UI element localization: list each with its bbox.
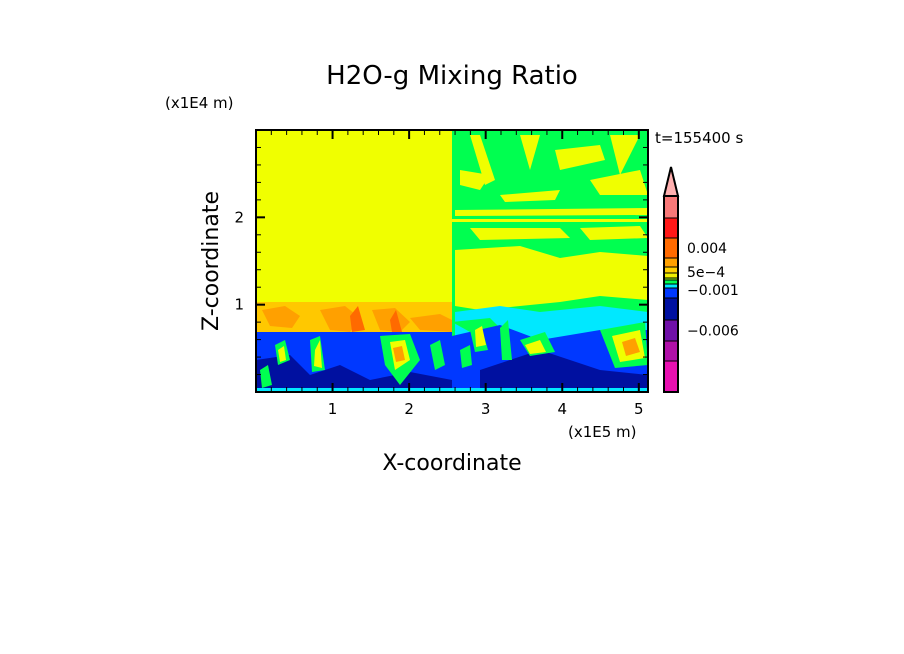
y-axis-label: Z-coordinate <box>199 191 224 331</box>
y-unit-label: (x1E4 m) <box>165 94 234 112</box>
x-tick-label: 3 <box>481 400 491 418</box>
colorbar-segment <box>663 266 679 274</box>
colorbar: 0.004 5e−4 −0.001 −0.006 <box>662 166 739 393</box>
y-tick-label: 2 <box>234 208 244 226</box>
y-tick-label: 1 <box>234 296 244 314</box>
x-tick-label: 1 <box>328 400 338 418</box>
plot-frame <box>255 129 649 393</box>
x-axis-label: X-coordinate <box>382 451 521 476</box>
colorbar-segment <box>663 283 679 289</box>
colorbar-segment <box>663 217 679 239</box>
colorbar-segment <box>663 297 679 321</box>
time-label: t=155400 s <box>655 129 743 147</box>
colorbar-label: 5e−4 <box>687 265 725 281</box>
colorbar-segment <box>663 287 679 299</box>
colorbar-segment <box>663 360 679 393</box>
colorbar-segment <box>663 340 679 362</box>
chart-title: H2O-g Mixing Ratio <box>326 61 578 91</box>
contour-field <box>256 130 648 392</box>
x-tick-label: 2 <box>404 400 414 418</box>
x-tick-label: 5 <box>634 400 644 418</box>
colorbar-segment <box>663 195 679 219</box>
colorbar-label: −0.001 <box>687 283 739 299</box>
x-tick-label: 4 <box>557 400 567 418</box>
colorbar-segment <box>663 279 679 285</box>
x-unit-label: (x1E5 m) <box>568 423 637 441</box>
colorbar-segment <box>663 319 679 342</box>
x-tick-labels: 1 2 3 4 5 <box>328 400 644 418</box>
colorbar-frame <box>663 195 679 393</box>
colorbar-label: 0.004 <box>687 241 727 257</box>
colorbar-segment <box>663 272 679 279</box>
colorbar-overflow-triangle <box>662 166 680 197</box>
colorbar-label: −0.006 <box>687 324 739 340</box>
colorbar-segment <box>663 257 679 268</box>
colorbar-segment <box>663 237 679 259</box>
y-tick-labels: 12 <box>234 208 244 313</box>
axis-ticks <box>256 130 648 392</box>
